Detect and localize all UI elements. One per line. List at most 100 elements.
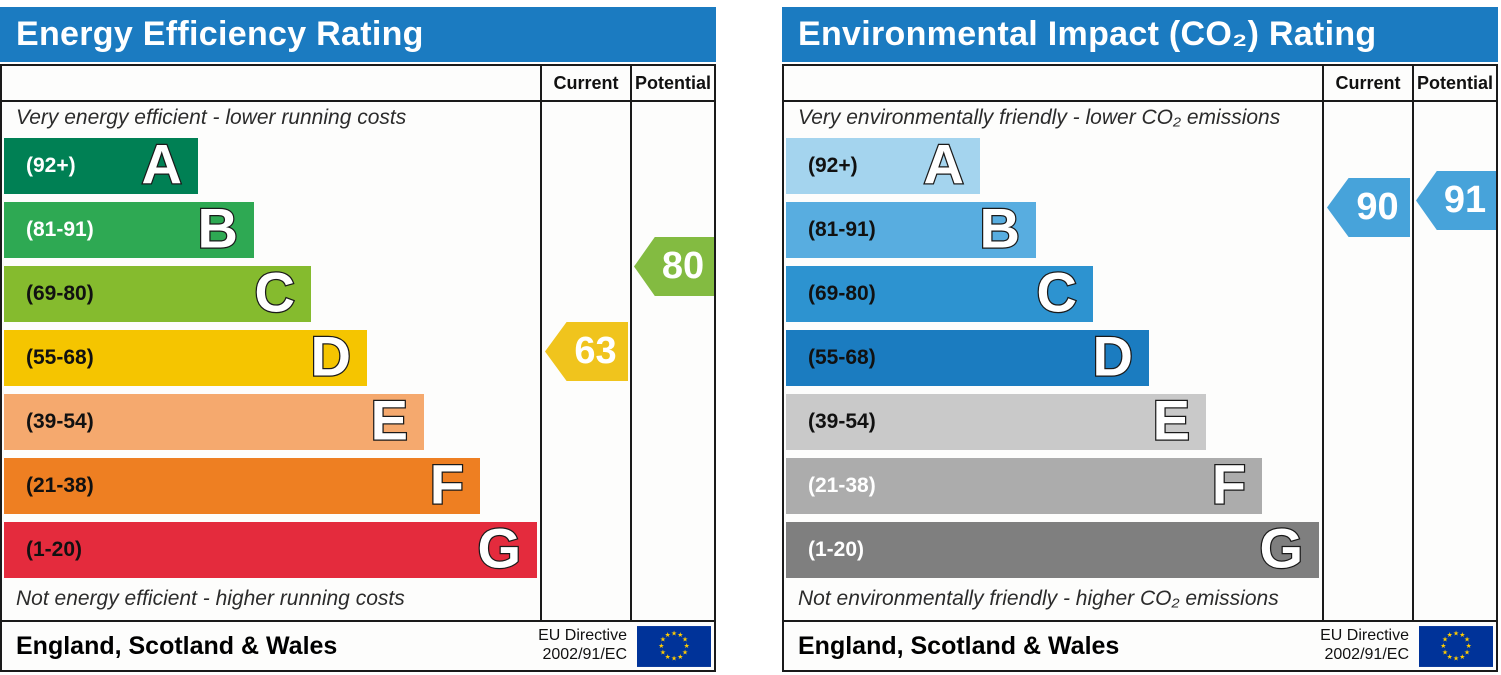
table-footer: England, Scotland & Wales EU Directive 2… [2, 620, 714, 670]
band-letter: E [1151, 388, 1191, 452]
potential-rating-arrow: 80 [634, 237, 714, 296]
rating-table: Current Potential Very energy efficient … [0, 64, 716, 672]
top-caption: Very environmentally friendly - lower CO… [798, 106, 1281, 129]
eu-flag-icon: ★ ★★★★★★★★★★★ [1419, 625, 1493, 667]
region-label: England, Scotland & Wales [798, 631, 1120, 660]
band-a: (92+) A [786, 132, 980, 196]
current-rating-arrow: 63 [545, 322, 628, 381]
current-rating-arrow: 90 [1327, 178, 1410, 237]
rating-bands: (92+) A (81-91) B (69-80) C (55-68) D (39-54) E (2… [4, 132, 537, 580]
band-letter: G [1258, 516, 1304, 580]
eu-flag-star: ★ [1442, 649, 1448, 656]
band-f: (21-38) F [786, 452, 1262, 516]
eu-flag-star: ★ [660, 636, 666, 643]
current-rating-value: 63 [574, 330, 617, 372]
eu-flag-star: ★ [671, 630, 677, 637]
band-range-label: (21-38) [808, 474, 876, 497]
band-e: (39-54) E [786, 388, 1206, 452]
eu-flag-star: ★ [677, 631, 683, 638]
band-letter: F [1211, 452, 1248, 516]
column-divider [1322, 66, 1324, 620]
eu-flag-star: ★ [671, 655, 677, 662]
eu-flag-star: ★ [665, 654, 671, 661]
eu-flag-icon: ★ ★★★★★★★★★★★ [637, 625, 711, 667]
eu-flag-star: ★ [1453, 630, 1459, 637]
eu-flag-star: ★ [1466, 643, 1472, 650]
band-range-label: (92+) [808, 154, 858, 177]
eu-flag-star: ★ [665, 631, 671, 638]
band-letter: C [253, 260, 296, 324]
top-caption: Very energy efficient - lower running co… [16, 106, 407, 129]
band-range-label: (1-20) [26, 538, 83, 561]
band-f: (21-38) F [4, 455, 480, 514]
column-divider [1412, 66, 1414, 620]
eu-flag-star: ★ [1453, 655, 1459, 662]
band-letter: B [196, 196, 239, 260]
eu-flag-star: ★ [1447, 631, 1453, 638]
current-column-header: Current [1335, 72, 1401, 93]
band-letter: B [978, 196, 1021, 260]
potential-column-header: Potential [1416, 72, 1493, 93]
panel-title-bar: Energy Efficiency Rating [0, 7, 716, 62]
column-divider [630, 66, 632, 620]
eu-flag-star: ★ [1442, 636, 1448, 643]
band-range-label: (55-68) [26, 346, 94, 369]
band-letter: D [1091, 324, 1134, 388]
eu-flag-star: ★ [658, 643, 664, 650]
environmental-impact-panel: Environmental Impact (CO₂) Rating Curren… [782, 0, 1500, 675]
band-c: (69-80) C [4, 260, 311, 324]
band-d: (55-68) D [4, 324, 367, 388]
eu-flag-star: ★ [1447, 654, 1453, 661]
band-range-label: (39-54) [26, 410, 94, 433]
potential-rating-value: 80 [661, 245, 705, 287]
rating-bands: (92+) A (81-91) B (69-80) C (55-68) D (39-54) E (2… [786, 132, 1319, 580]
potential-rating-value: 91 [1443, 179, 1487, 221]
eu-flag-star: ★ [684, 643, 690, 650]
band-letter: A [922, 132, 965, 196]
region-label: England, Scotland & Wales [16, 631, 338, 660]
eu-flag-star: ★ [1464, 636, 1470, 643]
band-c: (69-80) C [786, 260, 1093, 324]
bottom-caption: Not environmentally friendly - higher CO… [798, 587, 1279, 610]
band-b: (81-91) B [4, 196, 254, 260]
eu-flag-star: ★ [682, 649, 688, 656]
rating-table: Current Potential Very environmentally f… [782, 64, 1498, 672]
band-d: (55-68) D [786, 324, 1149, 388]
band-letter: D [309, 324, 352, 388]
potential-rating-arrow: 91 [1416, 171, 1496, 230]
eu-flag-star: ★ [660, 649, 666, 656]
header-row-divider [2, 100, 714, 102]
band-letter: A [140, 132, 183, 196]
band-letter: G [476, 516, 522, 580]
bottom-caption: Not energy efficient - higher running co… [16, 587, 405, 610]
eu-flag-star: ★ [1440, 643, 1446, 650]
band-range-label: (39-54) [808, 410, 876, 433]
band-e: (39-54) E [4, 388, 424, 452]
band-letter: C [1035, 260, 1078, 324]
panel-title: Environmental Impact (CO₂) Rating [798, 15, 1377, 53]
panel-title-bar: Environmental Impact (CO₂) Rating [782, 7, 1498, 62]
eu-flag-star: ★ [682, 636, 688, 643]
band-range-label: (81-91) [808, 218, 876, 241]
band-range-label: (81-91) [26, 218, 94, 241]
band-letter: E [369, 388, 409, 452]
header-row-divider [784, 100, 1496, 102]
eu-flag-star: ★ [677, 654, 683, 661]
column-divider [540, 66, 542, 620]
band-range-label: (92+) [26, 154, 76, 177]
band-range-label: (55-68) [808, 346, 876, 369]
panel-title: Energy Efficiency Rating [16, 15, 424, 53]
band-range-label: (69-80) [26, 282, 94, 305]
energy-efficiency-panel: Energy Efficiency Rating Current Potenti… [0, 0, 718, 675]
eu-flag-star: ★ [1459, 654, 1465, 661]
current-column-header: Current [553, 72, 619, 93]
band-range-label: (69-80) [808, 282, 876, 305]
eu-directive-label: EU Directive 2002/91/EC [538, 627, 627, 663]
band-g: (1-20) G [786, 516, 1319, 580]
band-b: (81-91) B [786, 196, 1036, 260]
eu-directive-label: EU Directive 2002/91/EC [1320, 627, 1409, 663]
band-range-label: (21-38) [26, 474, 94, 497]
table-footer: England, Scotland & Wales EU Directive 2… [784, 620, 1496, 670]
band-a: (92+) A [4, 132, 198, 196]
current-rating-value: 90 [1356, 186, 1399, 228]
